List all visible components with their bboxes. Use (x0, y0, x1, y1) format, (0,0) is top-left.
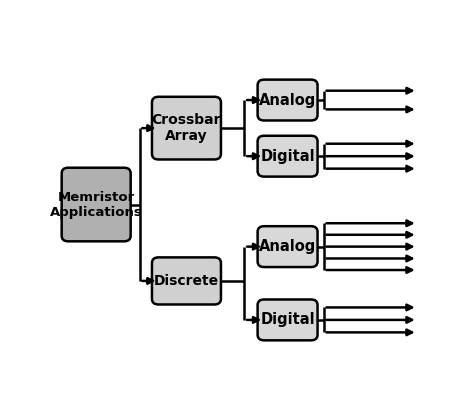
FancyBboxPatch shape (152, 258, 221, 305)
FancyBboxPatch shape (62, 168, 130, 241)
Text: Analog: Analog (259, 239, 316, 254)
FancyBboxPatch shape (258, 299, 317, 340)
Text: Crossbar
Array: Crossbar Array (152, 113, 221, 143)
Text: Discrete: Discrete (154, 274, 219, 288)
FancyBboxPatch shape (258, 136, 317, 177)
FancyBboxPatch shape (258, 80, 317, 120)
Text: Memristor
Applications: Memristor Applications (50, 190, 143, 219)
Text: Digital: Digital (260, 312, 315, 327)
FancyBboxPatch shape (152, 97, 221, 160)
Text: Digital: Digital (260, 149, 315, 164)
Text: Analog: Analog (259, 93, 316, 108)
FancyBboxPatch shape (258, 226, 317, 267)
